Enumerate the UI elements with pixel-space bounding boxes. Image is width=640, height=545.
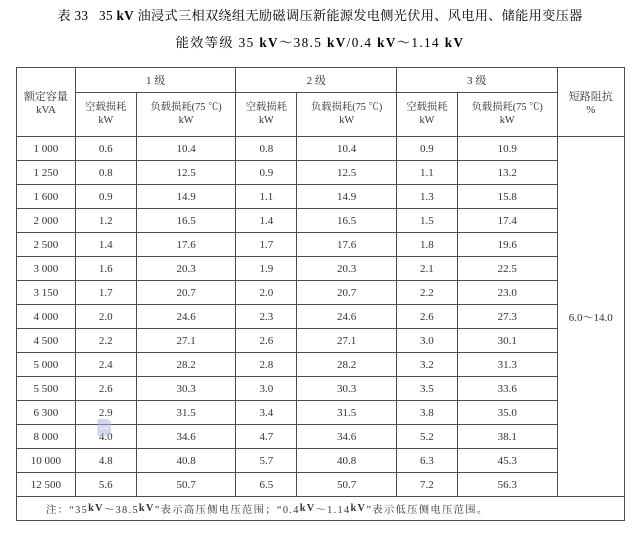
svg-text:SAC: SAC [100, 425, 110, 431]
